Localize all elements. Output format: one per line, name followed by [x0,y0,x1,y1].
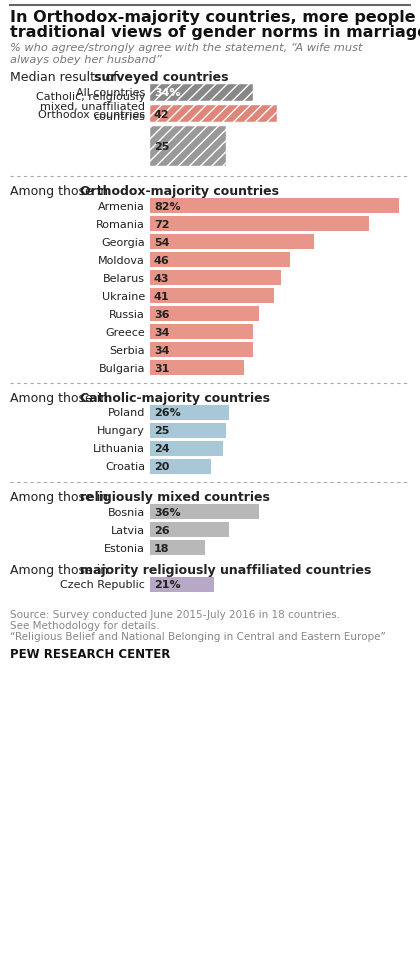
Bar [150,325,253,339]
Text: Lithuania: Lithuania [93,444,145,454]
Text: Poland: Poland [108,408,145,418]
Text: 43: 43 [154,273,170,283]
Text: 26: 26 [154,525,170,535]
Text: All countries: All countries [76,88,145,98]
Bar [150,253,290,268]
Text: religiously mixed countries: religiously mixed countries [80,490,270,504]
Text: Bosnia: Bosnia [108,507,145,517]
Bar [150,199,399,213]
Text: 20: 20 [154,462,169,472]
Text: Orthodox-majority countries: Orthodox-majority countries [80,185,279,198]
Bar [150,406,229,421]
Bar [150,234,314,250]
Text: Among those in: Among those in [10,185,112,198]
Text: Ukraine: Ukraine [102,291,145,301]
Text: Catholic, religiously: Catholic, religiously [36,92,145,102]
Bar [150,441,223,456]
Bar [150,307,259,322]
Text: countries: countries [93,111,145,122]
Text: “Religious Belief and National Belonging in Central and Eastern Europe”: “Religious Belief and National Belonging… [10,631,386,641]
Text: Orthodox countries: Orthodox countries [38,110,145,119]
Text: Estonia: Estonia [104,543,145,553]
Text: 46: 46 [154,256,170,265]
Bar [150,523,229,537]
Text: 34%: 34% [154,88,181,98]
Text: Median results of: Median results of [10,71,122,84]
Text: mixed, unaffiliated: mixed, unaffiliated [40,102,145,111]
Text: Serbia: Serbia [109,345,145,356]
Text: Greece: Greece [105,327,145,337]
Bar [150,540,205,555]
Bar [150,85,253,102]
Text: 41: 41 [154,291,170,301]
Text: % who agree/strongly agree with the statement, “A wife must: % who agree/strongly agree with the stat… [10,43,362,53]
Bar [150,459,211,475]
Text: 21%: 21% [154,579,181,590]
Bar [150,217,368,232]
Text: 34: 34 [154,345,170,356]
Text: 36: 36 [154,309,170,319]
Text: Romania: Romania [96,219,145,230]
Bar [150,505,259,520]
Text: Latvia: Latvia [111,525,145,535]
Text: Croatia: Croatia [105,462,145,472]
Bar [150,271,281,285]
Text: 34: 34 [154,327,170,337]
Text: Belarus: Belarus [103,273,145,283]
Text: always obey her husband”: always obey her husband” [10,55,162,65]
Bar [150,343,253,357]
Text: Georgia: Georgia [101,237,145,247]
Text: See Methodology for details.: See Methodology for details. [10,621,160,630]
Text: 72: 72 [154,219,170,230]
Bar [150,578,214,592]
Text: Catholic-majority countries: Catholic-majority countries [80,391,270,405]
Bar [150,106,278,123]
Text: Among those in: Among those in [10,391,112,405]
Text: Armenia: Armenia [98,201,145,211]
Bar [150,127,226,167]
Bar [150,360,244,376]
Text: 25: 25 [154,426,169,436]
Text: 25: 25 [154,142,169,152]
Text: Among those in: Among those in [10,490,112,504]
Text: 26%: 26% [154,408,181,418]
Text: Bulgaria: Bulgaria [99,363,145,373]
Text: Among those in: Among those in [10,563,112,577]
Text: 82%: 82% [154,201,181,211]
Text: majority religiously unaffiliated countries: majority religiously unaffiliated countr… [80,563,371,577]
Text: Czech Republic: Czech Republic [60,579,145,590]
Text: PEW RESEARCH CENTER: PEW RESEARCH CENTER [10,648,171,660]
Text: 18: 18 [154,543,170,553]
Text: Moldova: Moldova [98,256,145,265]
Text: In Orthodox-majority countries, more people express: In Orthodox-majority countries, more peo… [10,10,420,25]
Text: Source: Survey conducted June 2015-July 2016 in 18 countries.: Source: Survey conducted June 2015-July … [10,609,340,619]
Text: 24: 24 [154,444,170,454]
Text: surveyed countries: surveyed countries [94,71,228,84]
Text: Russia: Russia [109,309,145,319]
Bar [150,288,274,304]
Text: traditional views of gender norms in marriage: traditional views of gender norms in mar… [10,25,420,40]
Text: 31: 31 [154,363,169,373]
Bar [150,424,226,438]
Text: 42: 42 [154,110,170,119]
Text: 54: 54 [154,237,170,247]
Text: Hungary: Hungary [97,426,145,436]
Text: 36%: 36% [154,507,181,517]
